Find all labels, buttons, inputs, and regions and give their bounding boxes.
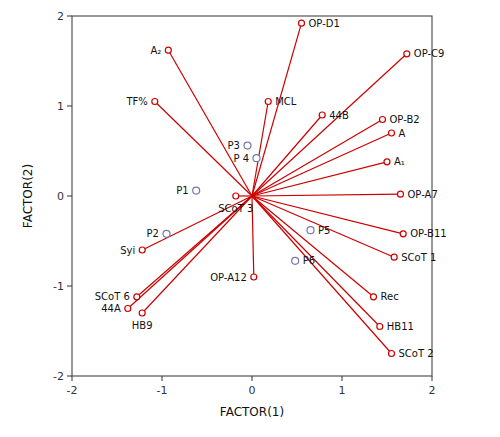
point (307, 227, 314, 234)
point-label: 44B (329, 110, 349, 121)
x-tick-label: 2 (429, 384, 436, 397)
vector-tip (391, 254, 397, 260)
point-label: A (399, 128, 406, 139)
point (244, 142, 251, 149)
point-label: OP-B2 (390, 114, 420, 125)
x-tick (162, 376, 163, 381)
vector-tip (251, 274, 257, 280)
y-tick-label: 2 (57, 10, 64, 23)
point-label: OP-D1 (309, 18, 340, 29)
vector-line (252, 133, 392, 196)
point-label: P3 (228, 140, 240, 151)
point-label: MCL (275, 96, 297, 107)
vector-line (252, 196, 380, 327)
y-tick (67, 196, 72, 197)
y-axis-label: FACTOR(2) (21, 164, 35, 228)
x-tick (342, 376, 343, 381)
y-tick (67, 286, 72, 287)
vector-line (252, 196, 374, 297)
x-axis-label: FACTOR(1) (220, 405, 284, 419)
vector-tip (380, 117, 386, 123)
point (253, 155, 260, 162)
point-label: SCoT 3 (218, 203, 253, 214)
point (292, 257, 299, 264)
vector-line (252, 120, 383, 197)
point-label: 44A (101, 303, 121, 314)
x-tick (72, 376, 73, 381)
vector-line (252, 23, 302, 196)
vector-line (252, 54, 407, 196)
vector-line (252, 102, 268, 197)
y-tick-label: -2 (53, 370, 64, 383)
point-label: SCoT 1 (401, 252, 436, 263)
y-tick-label: 1 (57, 100, 64, 113)
vector-tip (265, 99, 271, 105)
y-tick (67, 106, 72, 107)
point-label: P5 (318, 225, 330, 236)
point-label: OP-A12 (210, 272, 247, 283)
point-label: A₁ (394, 156, 405, 167)
vector-tip (233, 193, 239, 199)
vector-line (252, 162, 387, 196)
vector-tip (134, 294, 140, 300)
vector-tip (384, 159, 390, 165)
x-tick (432, 376, 433, 381)
vector-tip (139, 247, 145, 253)
x-tick (252, 376, 253, 381)
point-label: OP-B11 (410, 228, 447, 239)
vector-line (155, 102, 252, 197)
vector-tip (139, 310, 145, 316)
point-label: Syi (120, 245, 135, 256)
vector-tip (371, 294, 377, 300)
point (163, 230, 170, 237)
vector-tip (319, 112, 325, 118)
chart: -2-1012-2-1012FACTOR(1)FACTOR(2)OP-D1OP-… (0, 0, 500, 437)
point-label: Rec (381, 291, 399, 302)
y-tick (67, 16, 72, 17)
point-label: P 4 (233, 153, 249, 164)
point-label: A₂ (150, 45, 161, 56)
x-tick-label: -1 (157, 384, 168, 397)
point-label: P2 (147, 228, 159, 239)
vector-tip (400, 231, 406, 237)
marks (125, 20, 410, 356)
point-label: P6 (303, 255, 315, 266)
vector-line (252, 196, 394, 257)
x-tick-label: 0 (249, 384, 256, 397)
point (193, 187, 200, 194)
vector-line (252, 115, 322, 196)
vector-tip (389, 130, 395, 136)
x-tick-label: 1 (339, 384, 346, 397)
vector-tip (165, 47, 171, 53)
vector-line (168, 50, 252, 196)
vector-tip (125, 306, 131, 312)
point-label: SCoT 6 (95, 291, 130, 302)
y-tick-label: 0 (57, 190, 64, 203)
vector-line (252, 196, 392, 354)
y-tick (67, 376, 72, 377)
vector-tip (404, 51, 410, 57)
y-tick-label: -1 (53, 280, 64, 293)
vector-tip (299, 20, 305, 26)
point-label: HB9 (132, 320, 153, 331)
vector-tip (377, 324, 383, 330)
plot-frame (72, 16, 432, 376)
x-tick-label: -2 (67, 384, 78, 397)
vector-line (252, 194, 401, 196)
vector-tip (389, 351, 395, 357)
point-label: OP-C9 (414, 48, 445, 59)
point-label: P1 (176, 185, 188, 196)
vector-tip (398, 191, 404, 197)
point-label: SCoT 2 (399, 348, 434, 359)
point-label: HB11 (387, 321, 414, 332)
point-label: OP-A7 (408, 189, 438, 200)
point-label: TF% (125, 96, 147, 107)
point-labels: OP-D1 OP-C9 A₂ TF% MCL 44B OP-B2 A A₁ OP-A7 SCoT 3… (95, 18, 447, 359)
vector-tip (152, 99, 158, 105)
